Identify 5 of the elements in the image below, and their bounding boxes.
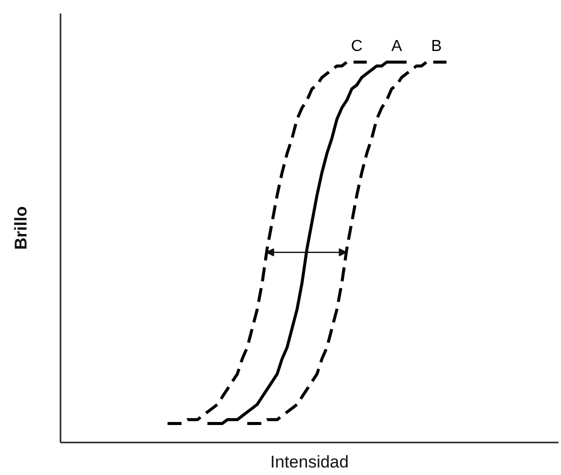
x-axis-title: Intensidad bbox=[270, 452, 349, 472]
series-label: C bbox=[351, 38, 363, 56]
y-axis-title: Brillo bbox=[12, 206, 30, 250]
series-label: A bbox=[391, 38, 402, 56]
series-label: B bbox=[431, 38, 442, 56]
